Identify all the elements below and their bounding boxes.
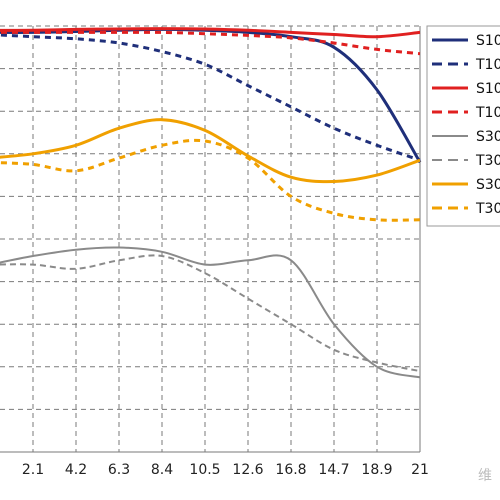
grid-lines [0,25,421,453]
legend-label: S30 [476,177,500,193]
series-lines [0,27,422,379]
x-tick-label: 4.2 [65,462,87,478]
series-line-2 [0,33,421,162]
x-tick-label: 21 [411,462,429,478]
series-line-5 [0,246,421,379]
legend-box [426,25,500,227]
x-tick-label: 12.6 [232,462,263,478]
x-tick-label: 2.1 [22,462,44,478]
series-line-3 [0,27,421,39]
legend: S10 T10 S10 T10 S30 T30 S30 T30 [426,25,500,227]
series-line-7 [0,118,421,184]
legend-label: S10 [476,81,500,97]
x-tick-label: 16.8 [275,462,306,478]
series-line-4 [0,30,421,56]
watermark-text: 维 [478,468,492,484]
x-tick-label: 18.9 [361,462,392,478]
x-tick-label: 6.3 [108,462,130,478]
legend-label: S10 [476,33,500,49]
legend-label: T30 [475,201,500,217]
x-tick-label: 8.4 [151,462,173,478]
legend-label: S30 [476,129,500,145]
x-axis-tick-labels: 2.1 4.2 6.3 8.4 10.5 12.6 16.8 14.7 18.9 21 [22,462,429,478]
legend-label: T10 [475,105,500,121]
x-tick-label: 14.7 [318,462,349,478]
legend-label: T30 [475,153,500,169]
legend-label: T10 [475,57,500,73]
x-tick-label: 10.5 [189,462,220,478]
series-line-6 [0,254,421,373]
